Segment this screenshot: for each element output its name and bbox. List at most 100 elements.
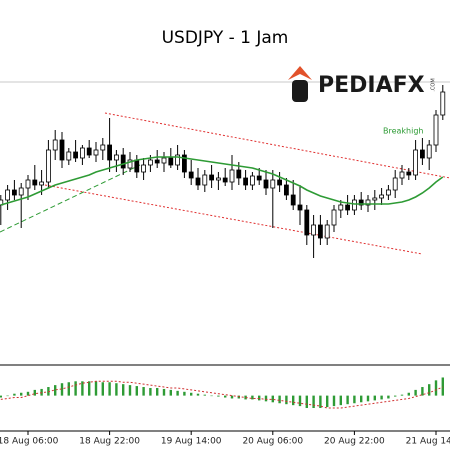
candle-body: [277, 179, 283, 186]
candle-body: [311, 224, 317, 236]
histogram-bar: [353, 395, 356, 404]
histogram-bar: [169, 389, 172, 396]
candle-body: [80, 147, 85, 159]
logo-text: PEDIAFX: [318, 73, 425, 98]
histogram-bar: [326, 395, 329, 408]
candle-body: [351, 199, 357, 211]
candle-body: [25, 179, 31, 189]
candle-body: [181, 154, 187, 173]
candle-body: [365, 199, 371, 206]
histogram-bar: [394, 395, 397, 397]
histogram-bar: [271, 395, 274, 403]
histogram-bar: [74, 381, 77, 396]
histogram-bar: [434, 380, 438, 396]
histogram-bar: [421, 387, 424, 396]
histogram-bar: [0, 395, 3, 398]
candle-body: [168, 157, 174, 166]
candle-body: [222, 177, 228, 183]
histogram-bar: [251, 395, 254, 400]
candle-body: [93, 149, 99, 156]
candle-body: [229, 169, 235, 183]
histogram-bar: [33, 389, 36, 396]
histogram-bar: [285, 395, 288, 405]
histogram-bar: [244, 395, 247, 400]
candle-body: [73, 151, 78, 159]
histogram-bar: [230, 395, 234, 399]
candle-body: [345, 204, 351, 211]
candle-body: [32, 179, 38, 186]
x-tick-label: 18 Aug 22:00: [79, 437, 140, 447]
candle-body: [426, 144, 432, 159]
histogram-bar: [183, 391, 186, 396]
candle-body: [39, 181, 44, 186]
candle-body: [331, 209, 337, 226]
candle-body: [304, 209, 310, 236]
candle-body: [406, 171, 412, 176]
candle-body: [290, 194, 296, 206]
candle-body: [419, 149, 425, 159]
candle-body: [433, 114, 439, 146]
candle-body: [175, 154, 181, 166]
histogram-bar: [162, 388, 166, 396]
candle-body: [120, 154, 126, 169]
candle-body: [147, 159, 153, 166]
histogram-bar: [332, 395, 336, 407]
histogram-bar: [217, 395, 220, 397]
histogram-bar: [387, 395, 390, 399]
histogram-bar: [407, 392, 410, 396]
candle-body: [114, 154, 119, 161]
moving-average: [0, 156, 444, 206]
histogram-bar: [142, 387, 145, 396]
candle-body: [385, 189, 391, 196]
candle-body: [134, 159, 140, 173]
candle-body: [236, 169, 242, 179]
candle-body: [263, 179, 269, 189]
histogram-bar: [360, 395, 363, 403]
histogram-bar: [108, 382, 111, 396]
candle-body: [256, 175, 262, 181]
histogram-bar: [190, 392, 193, 396]
histogram-bar: [149, 387, 152, 396]
histogram-bar: [122, 384, 125, 396]
histogram-bar: [224, 395, 227, 398]
candle-body: [46, 149, 51, 183]
histogram-bar: [54, 385, 57, 396]
x-tick-label: 19 Aug 14:00: [161, 437, 222, 447]
histogram-bar: [135, 386, 138, 396]
candle-body: [283, 184, 289, 196]
candle-body: [338, 204, 344, 211]
histogram-bar: [156, 387, 159, 396]
candle-body: [270, 179, 276, 189]
candle-body: [215, 177, 221, 181]
histogram-bar: [346, 395, 349, 405]
histogram-bar: [210, 395, 213, 397]
histogram-bar: [312, 395, 315, 409]
candle-body: [52, 139, 58, 151]
x-tick-label: 20 Aug 06:00: [242, 437, 303, 447]
candle-body: [243, 177, 249, 186]
candle-body: [59, 139, 65, 161]
histogram-bar: [366, 395, 370, 402]
histogram-bar: [298, 395, 302, 407]
candle-body: [100, 144, 106, 151]
candle-body: [5, 189, 10, 201]
histogram-bar: [115, 383, 118, 396]
candle-body: [249, 175, 255, 186]
candle-body: [392, 177, 398, 191]
logo-icon: [288, 66, 312, 80]
histogram-bar: [339, 395, 342, 406]
histogram-bar: [6, 395, 9, 397]
histogram-bar: [428, 384, 431, 396]
candle-body: [358, 199, 364, 206]
histogram-bar: [196, 393, 200, 396]
histogram-bar: [60, 383, 64, 396]
candle-body: [161, 157, 167, 164]
candle-body: [324, 224, 330, 239]
candle-body: [188, 171, 194, 179]
x-tick-label: 18 Aug 06:00: [0, 437, 59, 447]
histogram-bar: [20, 392, 23, 396]
histogram-bar: [94, 381, 98, 396]
histogram-bar: [26, 391, 30, 396]
